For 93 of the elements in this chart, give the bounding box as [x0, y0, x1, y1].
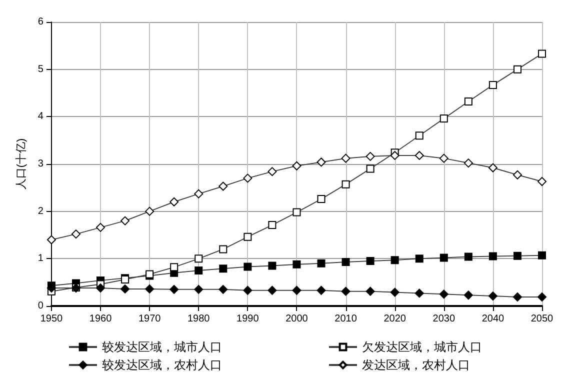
- point: [194, 266, 203, 274]
- point: [366, 257, 374, 266]
- y-tick-label: 4: [38, 111, 44, 122]
- x-tick-label: 2020: [384, 314, 406, 324]
- point: [243, 174, 252, 183]
- x-tick-label: 1970: [138, 314, 162, 324]
- point: [292, 161, 302, 170]
- point: [268, 167, 277, 176]
- x-tick-label: 1990: [236, 314, 260, 324]
- point: [145, 206, 154, 216]
- point: [464, 98, 472, 106]
- y-tick-label: 2: [38, 206, 44, 217]
- y-tick-label: 3: [38, 158, 44, 170]
- point: [414, 150, 424, 160]
- y-tick-label: 6: [38, 16, 44, 28]
- point: [292, 260, 301, 268]
- point: [415, 254, 424, 263]
- x-tick-label: 2010: [334, 314, 358, 324]
- legend-label: 较发达区域，城市人口: [102, 340, 222, 354]
- point: [170, 197, 179, 206]
- point: [464, 290, 473, 300]
- x-tick-label: 2050: [530, 314, 554, 324]
- point: [120, 216, 130, 226]
- point: [513, 252, 522, 260]
- point: [170, 263, 178, 272]
- legend-label: 较发达区域，农村人口: [102, 358, 222, 372]
- point: [538, 251, 546, 260]
- point: [439, 290, 448, 299]
- point: [219, 264, 228, 273]
- x-tick-label: 1980: [188, 314, 210, 324]
- point: [440, 254, 448, 262]
- point: [243, 286, 252, 295]
- point: [488, 252, 497, 260]
- x-tick-label: 1960: [89, 314, 112, 324]
- point: [194, 254, 203, 263]
- y-tick-label: 1: [38, 253, 44, 264]
- point: [414, 288, 424, 298]
- point: [488, 163, 498, 172]
- point: [170, 284, 179, 294]
- point: [292, 286, 302, 295]
- legend-label: 欠发达区域，城市人口: [362, 340, 482, 354]
- point: [512, 170, 522, 180]
- point: [46, 235, 56, 244]
- point: [366, 164, 374, 173]
- point: [440, 114, 448, 123]
- point: [366, 286, 375, 296]
- point: [390, 256, 399, 264]
- y-axis-title: 人口(十亿): [14, 138, 28, 190]
- point: [512, 292, 522, 302]
- point: [71, 230, 80, 239]
- point: [96, 284, 106, 293]
- point: [439, 154, 448, 163]
- point: [341, 154, 350, 163]
- point: [244, 232, 252, 241]
- point: [317, 195, 326, 204]
- point: [366, 152, 375, 161]
- point: [219, 245, 228, 254]
- point: [488, 292, 498, 301]
- point: [120, 284, 130, 294]
- point: [342, 180, 350, 188]
- point: [268, 286, 277, 295]
- point: [268, 221, 276, 230]
- point: [488, 80, 497, 89]
- x-tick-label: 2030: [432, 314, 456, 324]
- point: [96, 222, 106, 232]
- point: [341, 286, 350, 296]
- y-tick-label: 5: [38, 64, 44, 75]
- legend-label: 发达区域，农村人口: [362, 358, 470, 372]
- point: [464, 252, 472, 261]
- x-tick-label: 1950: [40, 314, 64, 324]
- point: [244, 262, 252, 271]
- point: [316, 286, 326, 295]
- point: [390, 288, 400, 297]
- point: [316, 158, 326, 167]
- point: [390, 150, 400, 160]
- point: [292, 208, 301, 216]
- point: [538, 177, 546, 186]
- point: [464, 158, 473, 168]
- point: [317, 259, 326, 268]
- point: [268, 262, 276, 270]
- y-tick-label: 0: [38, 300, 44, 312]
- point: [194, 189, 204, 198]
- point: [194, 284, 204, 294]
- point: [415, 132, 424, 140]
- point: [513, 65, 522, 74]
- x-tick-label: 2000: [286, 314, 308, 324]
- x-tick-label: 2040: [482, 314, 505, 324]
- point: [218, 284, 228, 294]
- point: [342, 258, 350, 266]
- point: [145, 284, 154, 294]
- point: [218, 182, 228, 191]
- point: [538, 292, 546, 302]
- point: [538, 50, 546, 58]
